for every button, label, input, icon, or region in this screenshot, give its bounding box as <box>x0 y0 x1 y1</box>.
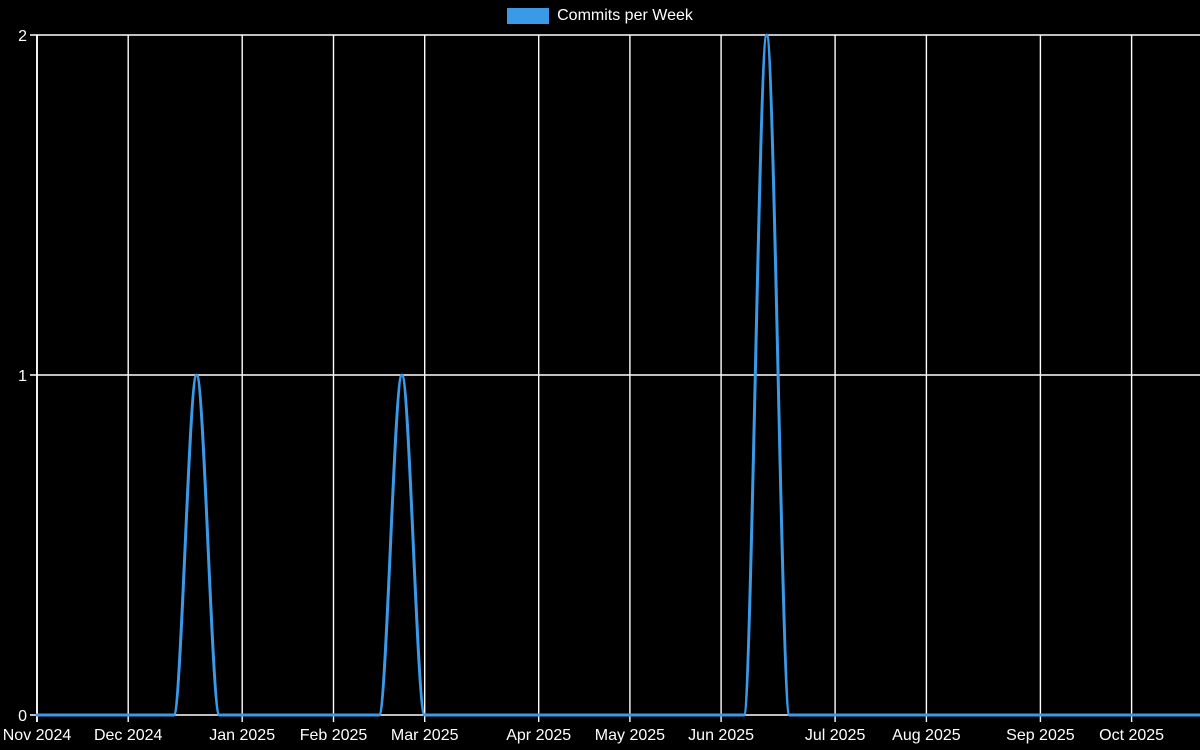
x-tick-label: Oct 2025 <box>1099 727 1164 744</box>
x-tick-label: Nov 2024 <box>3 727 72 744</box>
x-tick-label: Dec 2024 <box>94 727 163 744</box>
x-tick-label: May 2025 <box>595 727 665 744</box>
legend[interactable]: Commits per Week <box>0 7 1200 25</box>
y-tick-label: 1 <box>18 368 27 385</box>
x-tick-label: Sep 2025 <box>1006 727 1075 744</box>
x-tick-label: Mar 2025 <box>391 727 459 744</box>
x-tick-label: Jul 2025 <box>805 727 866 744</box>
x-tick-label: Jan 2025 <box>209 727 275 744</box>
commits-line-series <box>35 33 1200 717</box>
y-tick-label: 2 <box>18 28 27 45</box>
legend-swatch-commits <box>507 8 550 24</box>
x-tick-label: Jun 2025 <box>688 727 754 744</box>
x-tick-label: Aug 2025 <box>892 727 961 744</box>
legend-label: Commits per Week <box>557 7 693 24</box>
y-tick-label: 0 <box>18 708 27 725</box>
x-tick-label: Feb 2025 <box>300 727 368 744</box>
x-tick-label: Apr 2025 <box>506 727 571 744</box>
